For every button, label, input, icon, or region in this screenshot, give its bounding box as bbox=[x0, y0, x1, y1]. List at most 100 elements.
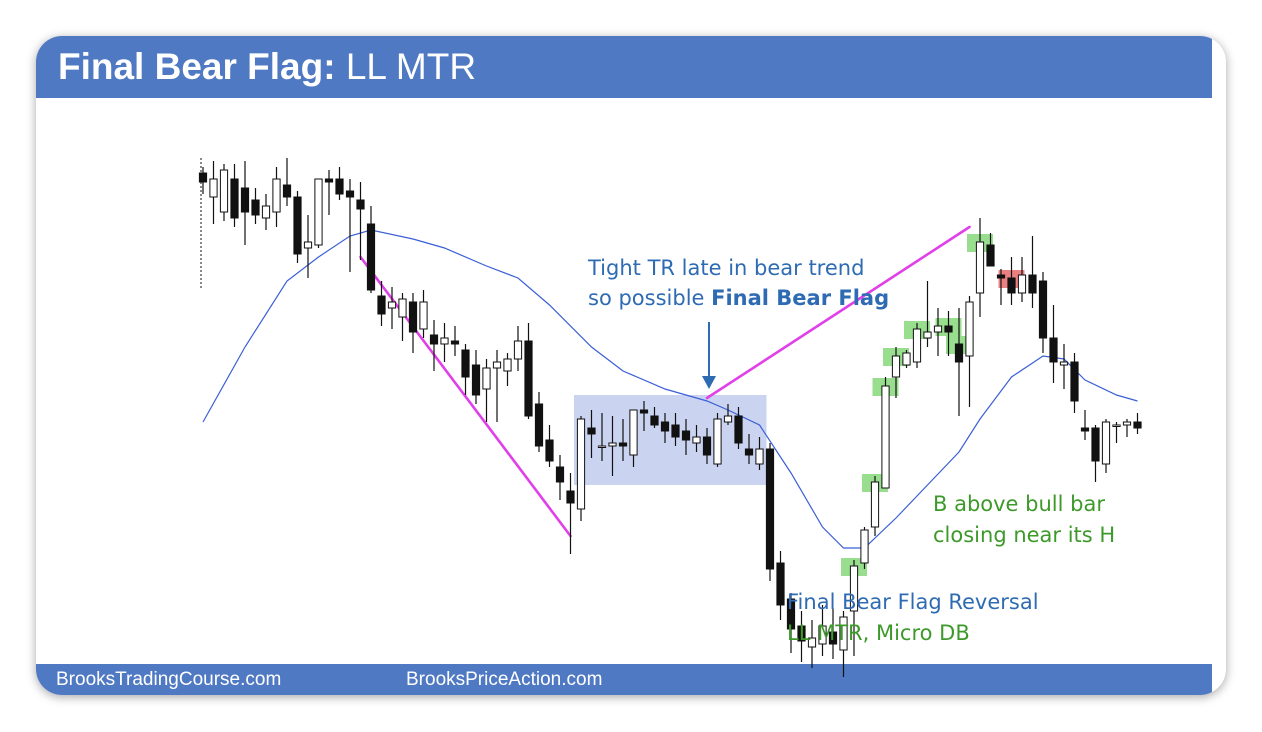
title-rest: LL MTR bbox=[335, 46, 477, 87]
bull-candle bbox=[807, 637, 817, 648]
bull-candle bbox=[219, 169, 229, 213]
bear-candle bbox=[587, 427, 596, 435]
bull-candle bbox=[755, 448, 764, 465]
footer-link-trading-course[interactable]: BrooksTradingCourse.com bbox=[56, 669, 282, 690]
bear-candle bbox=[702, 436, 712, 456]
bear-candle bbox=[828, 631, 838, 645]
bear-candle bbox=[335, 178, 344, 195]
bear-candle bbox=[639, 409, 649, 414]
annotation-tight-tr-line1: Tight TR late in bear trend bbox=[587, 256, 864, 280]
bear-candle bbox=[524, 340, 533, 417]
bear-candle bbox=[534, 403, 544, 447]
annotation-buy-above-bull-bar-line2: closing near its H bbox=[933, 523, 1115, 547]
bear-candle bbox=[618, 442, 628, 447]
bear-candle bbox=[797, 625, 806, 642]
slide-card: Final Bear Flag: LL MTR BrooksTradingCou… bbox=[36, 36, 1226, 695]
title-bold: Final Bear Flag: bbox=[58, 46, 336, 87]
bull-candle bbox=[503, 358, 512, 372]
bear-candle bbox=[566, 490, 575, 504]
bull-candle bbox=[1059, 361, 1069, 366]
bear-candle bbox=[461, 349, 470, 378]
bull-candle bbox=[513, 340, 523, 360]
bear-candle bbox=[429, 334, 439, 345]
bear-candle bbox=[1038, 280, 1048, 339]
bear-candle bbox=[408, 301, 418, 333]
annotation-ll-mtr-micro-db: LL MTR, Micro DB bbox=[787, 621, 970, 645]
bear-candle bbox=[251, 199, 260, 216]
bull-candle bbox=[912, 328, 922, 363]
bear-candle bbox=[744, 448, 754, 456]
bull-candle bbox=[692, 436, 701, 444]
bear-candle bbox=[996, 274, 1006, 279]
bull-candle bbox=[870, 481, 880, 528]
bull-candle bbox=[272, 178, 281, 213]
annotation-final-bear-flag-reversal: Final Bear Flag Reversal bbox=[787, 590, 1039, 614]
bull-candle bbox=[597, 445, 607, 448]
bull-candle bbox=[608, 442, 617, 447]
bull-candle bbox=[1122, 421, 1132, 426]
bull-candle bbox=[933, 325, 943, 333]
bull-candle bbox=[209, 178, 218, 198]
bear-candle bbox=[765, 448, 775, 570]
bear-candle bbox=[660, 421, 670, 432]
bear-candle bbox=[198, 172, 208, 183]
annotation-tight-tr-line2: so possible Final Bear Flag bbox=[588, 286, 889, 310]
bear-candle bbox=[240, 187, 250, 213]
bull-candle bbox=[492, 361, 502, 369]
bull-candle bbox=[881, 385, 890, 489]
down-arrow-icon bbox=[702, 376, 716, 389]
bull-candle bbox=[1017, 274, 1027, 294]
bull-candle bbox=[818, 625, 827, 645]
bear-candle bbox=[1080, 427, 1090, 432]
bull-candle bbox=[923, 331, 932, 339]
bear-candle bbox=[366, 223, 376, 291]
bear-candle bbox=[471, 364, 481, 396]
bull-candle bbox=[387, 301, 397, 309]
bull-candle bbox=[576, 418, 586, 510]
lower-high-trendline bbox=[705, 225, 971, 400]
bull-candle bbox=[1112, 424, 1121, 427]
annotation-buy-above-bull-bar-line1: B above bull bar bbox=[933, 492, 1105, 516]
bear-candle bbox=[356, 199, 365, 210]
bull-candle bbox=[975, 241, 985, 294]
bull-candle bbox=[629, 409, 638, 456]
bear-candle bbox=[450, 340, 460, 345]
bear-candle bbox=[650, 415, 659, 426]
bear-candle bbox=[545, 439, 554, 462]
bear-candle bbox=[1007, 277, 1016, 294]
bull-candle bbox=[1101, 421, 1111, 465]
bull-candle bbox=[440, 337, 449, 345]
title-bar: Final Bear Flag: LL MTR bbox=[36, 36, 1212, 98]
bear-candle bbox=[282, 184, 292, 198]
bear-candle bbox=[1133, 421, 1142, 429]
bear-candle bbox=[986, 244, 995, 267]
bear-candle bbox=[555, 466, 565, 483]
bull-candle bbox=[713, 418, 722, 465]
bull-candle bbox=[849, 565, 859, 612]
bull-candle bbox=[891, 355, 901, 378]
bear-candle bbox=[734, 415, 743, 444]
bear-candle bbox=[776, 562, 785, 606]
bull-candle bbox=[902, 352, 911, 366]
footer-link-price-action[interactable]: BrooksPriceAction.com bbox=[406, 669, 603, 690]
bear-candle bbox=[377, 295, 386, 315]
bear-candle bbox=[954, 343, 964, 363]
bull-candle bbox=[314, 178, 323, 246]
bear-candle bbox=[324, 178, 334, 183]
bear-candle bbox=[345, 190, 355, 198]
bull-candle bbox=[965, 301, 974, 357]
bull-candle bbox=[398, 298, 407, 318]
bear-candle bbox=[944, 325, 953, 333]
bear-candle bbox=[1049, 337, 1058, 363]
bear-candle bbox=[1091, 427, 1100, 462]
bear-candle bbox=[1028, 274, 1037, 294]
bear-candle bbox=[671, 424, 680, 438]
footer-bar: BrooksTradingCourse.com BrooksPriceActio… bbox=[36, 664, 1212, 695]
annotation-final-bear-flag-emphasis: Final Bear Flag bbox=[711, 286, 889, 310]
bull-candle bbox=[839, 616, 848, 651]
bull-candle bbox=[261, 205, 271, 219]
bear-candle bbox=[681, 430, 691, 441]
slide-title: Final Bear Flag: LL MTR bbox=[58, 46, 476, 88]
bull-candle bbox=[860, 529, 869, 564]
